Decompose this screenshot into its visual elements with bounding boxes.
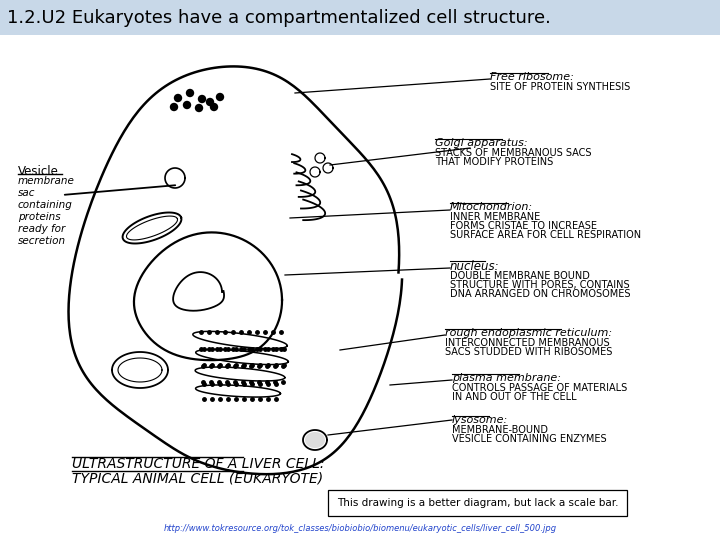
Text: THAT MODIFY PROTEINS: THAT MODIFY PROTEINS (435, 157, 553, 167)
Text: ULTRASTRUCTURE OF A LIVER CELL:: ULTRASTRUCTURE OF A LIVER CELL: (72, 457, 325, 471)
Text: proteins: proteins (18, 212, 60, 222)
Circle shape (174, 94, 181, 102)
Text: STRUCTURE WITH PORES, CONTAINS: STRUCTURE WITH PORES, CONTAINS (450, 280, 629, 290)
Text: Golgi apparatus:: Golgi apparatus: (435, 138, 528, 148)
Polygon shape (305, 432, 325, 448)
Bar (0, 0, 720, 35)
Text: Mitochondrion:: Mitochondrion: (450, 202, 533, 212)
Circle shape (184, 102, 191, 109)
Text: rough endoplasmic reticulum:: rough endoplasmic reticulum: (445, 328, 612, 338)
Circle shape (217, 93, 223, 100)
Text: http://www.tokresource.org/tok_classes/biobiobio/biomenu/eukaryotic_cells/liver_: http://www.tokresource.org/tok_classes/b… (163, 524, 557, 533)
Text: MEMBRANE-BOUND: MEMBRANE-BOUND (452, 426, 548, 435)
Text: plasma membrane:: plasma membrane: (452, 373, 561, 383)
Text: CONTROLS PASSAGE OF MATERIALS: CONTROLS PASSAGE OF MATERIALS (452, 383, 627, 394)
Text: INNER MEMBRANE: INNER MEMBRANE (450, 212, 540, 222)
Circle shape (186, 90, 194, 97)
Text: This drawing is a better diagram, but lack a scale bar.: This drawing is a better diagram, but la… (337, 498, 618, 508)
FancyBboxPatch shape (328, 490, 627, 516)
Circle shape (210, 104, 217, 111)
Text: STACKS OF MEMBRANOUS SACS: STACKS OF MEMBRANOUS SACS (435, 148, 592, 158)
Text: sac: sac (18, 188, 35, 198)
Circle shape (196, 105, 202, 111)
Text: lysosome:: lysosome: (452, 415, 508, 425)
Text: FORMS CRISTAE TO INCREASE: FORMS CRISTAE TO INCREASE (450, 221, 597, 232)
Text: DOUBLE MEMBRANE BOUND: DOUBLE MEMBRANE BOUND (450, 271, 590, 281)
Text: SACS STUDDED WITH RIBOSOMES: SACS STUDDED WITH RIBOSOMES (445, 347, 613, 357)
Text: nucleus:: nucleus: (450, 260, 500, 273)
Text: membrane: membrane (18, 176, 75, 186)
Text: IN AND OUT OF THE CELL: IN AND OUT OF THE CELL (452, 393, 577, 402)
Text: Vesicle: Vesicle (18, 165, 59, 178)
Circle shape (199, 96, 205, 103)
Text: ready for: ready for (18, 224, 66, 234)
Text: containing: containing (18, 200, 73, 210)
Text: 1.2.U2 Eukaryotes have a compartmentalized cell structure.: 1.2.U2 Eukaryotes have a compartmentaliz… (7, 9, 551, 27)
Text: SURFACE AREA FOR CELL RESPIRATION: SURFACE AREA FOR CELL RESPIRATION (450, 231, 641, 240)
Text: TYPICAL ANIMAL CELL (EUKARYOTE): TYPICAL ANIMAL CELL (EUKARYOTE) (72, 471, 323, 485)
Text: secretion: secretion (18, 236, 66, 246)
Text: Free ribosome:: Free ribosome: (490, 72, 574, 82)
Text: SITE OF PROTEIN SYNTHESIS: SITE OF PROTEIN SYNTHESIS (490, 83, 630, 92)
Circle shape (207, 98, 214, 105)
Text: VESICLE CONTAINING ENZYMES: VESICLE CONTAINING ENZYMES (452, 434, 607, 444)
Text: DNA ARRANGED ON CHROMOSOMES: DNA ARRANGED ON CHROMOSOMES (450, 289, 631, 299)
Circle shape (171, 104, 178, 111)
Text: INTERCONNECTED MEMBRANOUS: INTERCONNECTED MEMBRANOUS (445, 339, 610, 348)
